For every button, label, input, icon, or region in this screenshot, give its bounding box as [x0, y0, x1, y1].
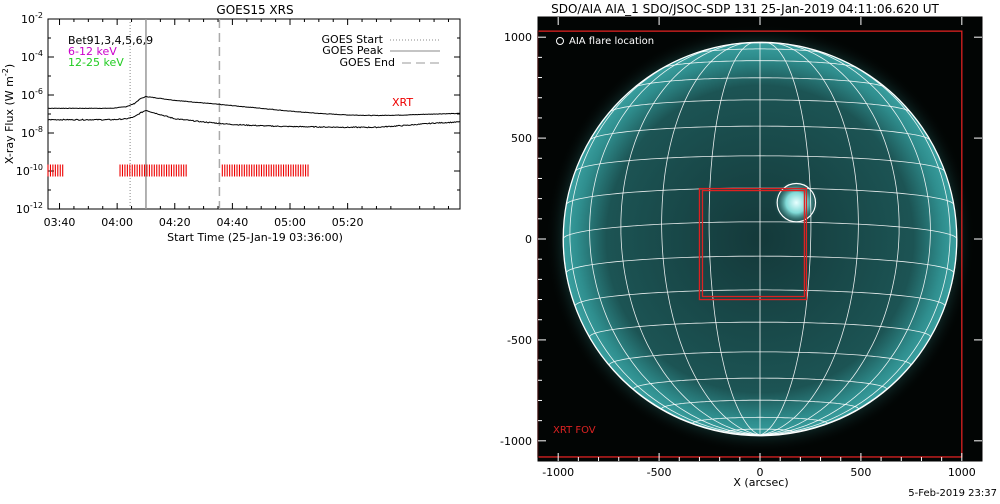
goes-y-axis-label-main: X-ray Flux (W m	[3, 76, 16, 164]
aia-x-tick-label: 0	[757, 466, 764, 479]
longitude-line	[708, 41, 761, 436]
aia-x-tick-label: -1000	[542, 466, 574, 479]
xrt-pointing-box-outer	[698, 187, 808, 301]
goes-band-high-label: 12-25 keV	[68, 56, 124, 69]
aia-y-tick-label: 0	[525, 233, 532, 246]
aia-y-ticks: 1000 500 0 -500 -1000	[500, 31, 982, 448]
xrt-fov-label: XRT FOV	[553, 425, 596, 436]
goes-flux-curves	[48, 95, 461, 129]
flare-legend-circle-icon	[556, 37, 564, 45]
goes-y-axis-label: X-ray Flux (W m-2)	[1, 64, 16, 164]
goes-x-tick-label: 03:40	[44, 216, 76, 229]
goes-event-legend: GOES Start GOES Peak GOES End	[322, 33, 440, 69]
aia-solar-image	[537, 24, 975, 458]
goes-y-axis-label-exp: -2	[1, 68, 10, 76]
goes-y-tick-exp: -6	[35, 87, 43, 96]
goes-y-tick-exp: -2	[35, 11, 43, 20]
longitude-line	[620, 42, 761, 436]
goes-y-tick-exp: -8	[35, 125, 43, 134]
aia-x-ticks: -1000 -500 0 500 1000	[542, 17, 976, 479]
longitude-line	[759, 52, 951, 436]
goes-x-axis-label: Start Time (25-Jan-19 03:36:00)	[167, 231, 343, 244]
goes-x-tick-label: 05:00	[274, 216, 306, 229]
aia-y-tick-label: -1000	[500, 435, 532, 448]
goes-x-tick-label: 04:20	[159, 216, 191, 229]
goes-x-tick-label: 05:20	[332, 216, 364, 229]
goes-flux-low-line	[48, 95, 461, 117]
aia-title: SDO/AIA AIA_1 SDO/JSOC-SDP 131 25-Jan-20…	[551, 2, 939, 16]
goes-x-ticks: 03:40 04:00 04:20 04:40 05:00 05:20	[44, 19, 449, 229]
legend-goes-peak: GOES Peak	[322, 44, 383, 57]
longitude-line	[589, 44, 761, 436]
solar-limb	[562, 41, 958, 437]
footer-timestamp: 5-Feb-2019 23:37	[908, 488, 997, 499]
aia-x-axis-label: X (arcsec)	[733, 476, 788, 489]
goes-x-tick-label: 04:40	[217, 216, 249, 229]
goes-y-axis-label-close: )	[3, 64, 16, 68]
goes-y-tick-exp: -4	[35, 49, 43, 58]
longitude-line	[661, 42, 761, 436]
legend-goes-start: GOES Start	[322, 33, 384, 46]
flare-brightening	[773, 179, 820, 226]
aia-flare-legend: AIA flare location	[556, 36, 654, 47]
aia-x-tick-label: 1000	[948, 466, 976, 479]
aia-x-tick-label: 500	[850, 466, 871, 479]
aia-y-tick-label: 500	[511, 132, 532, 145]
goes-y-tick-label: 10-12	[16, 201, 43, 216]
goes-y-tick-exp: -12	[30, 201, 43, 210]
xrt-pointing-box-inner	[701, 189, 806, 298]
goes-y-tick-exp: -10	[30, 163, 43, 172]
goes-y-tick-base: 10	[21, 127, 35, 140]
goes-y-tick-label: 10-4	[21, 49, 43, 64]
goes-y-tick-label: 10-8	[21, 125, 43, 140]
longitude-line	[759, 42, 859, 436]
goes-y-tick-base: 10	[21, 13, 35, 26]
goes-band-low-label: 6-12 keV	[68, 45, 117, 58]
goes-title: GOES15 XRS	[216, 3, 293, 17]
goes-y-tick-label: 10-2	[21, 11, 43, 26]
longitude-line	[569, 52, 761, 436]
aia-y-tick-label: -500	[507, 334, 532, 347]
aia-flare-legend-label: AIA flare location	[569, 36, 654, 47]
goes-event-markers	[129, 19, 221, 209]
aia-y-tick-label: 1000	[504, 31, 532, 44]
goes-y-tick-base: 10	[21, 89, 35, 102]
goes-band-detector-label: Bet91,3,4,5,6,9	[68, 34, 153, 47]
goes-y-tick-base: 10	[16, 165, 30, 178]
aia-x-tick-label: -500	[647, 466, 672, 479]
legend-goes-end: GOES End	[339, 56, 395, 69]
longitude-line	[759, 42, 900, 436]
aia-image-panel: SDO/AIA AIA_1 SDO/JSOC-SDP 131 25-Jan-20…	[500, 2, 983, 489]
goes-xrt-label: XRT	[392, 96, 413, 109]
goes-y-tick-label: 10-6	[21, 87, 43, 102]
xrt-observation-ticks	[47, 164, 309, 177]
goes-y-tick-label: 10-10	[16, 163, 43, 178]
longitude-line	[759, 41, 812, 436]
longitude-line	[759, 44, 931, 436]
goes-x-tick-label: 04:00	[101, 216, 133, 229]
goes-y-tick-base: 10	[21, 51, 35, 64]
goes-flux-high-line	[48, 109, 461, 129]
flare-location-circle	[776, 182, 817, 223]
goes-y-tick-base: 10	[16, 203, 30, 216]
